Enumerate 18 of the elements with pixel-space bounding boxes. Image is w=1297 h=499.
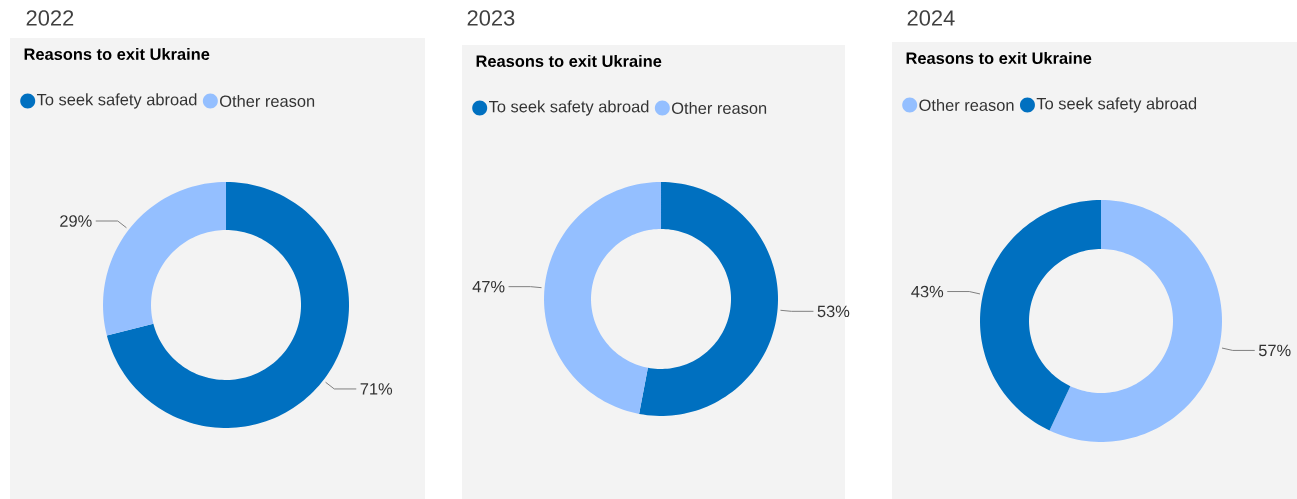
data-label: 47% [472, 280, 505, 293]
legend-label: To seek safety abroad [36, 93, 197, 109]
legend-label: To seek safety abroad [488, 100, 649, 116]
chart-title: 2024 [907, 10, 955, 26]
chart-title: 2022 [26, 10, 74, 26]
legend-label: Other reason [919, 98, 1014, 112]
data-label: 29% [60, 215, 92, 227]
legend-label: To seek safety abroad [1036, 97, 1197, 113]
chart-title: 2023 [467, 10, 515, 26]
chart-subtitle: Reasons to exit Ukraine [476, 54, 662, 68]
data-label: 57% [1258, 344, 1291, 357]
data-label: 53% [817, 305, 850, 318]
chart-subtitle: Reasons to exit Ukraine [906, 51, 1092, 65]
legend-label: Other reason [220, 94, 315, 108]
data-label: 43% [911, 285, 944, 298]
legend-label: Other reason [672, 101, 767, 115]
data-label: 71% [360, 383, 393, 395]
chart-subtitle: Reasons to exit Ukraine [24, 47, 210, 61]
